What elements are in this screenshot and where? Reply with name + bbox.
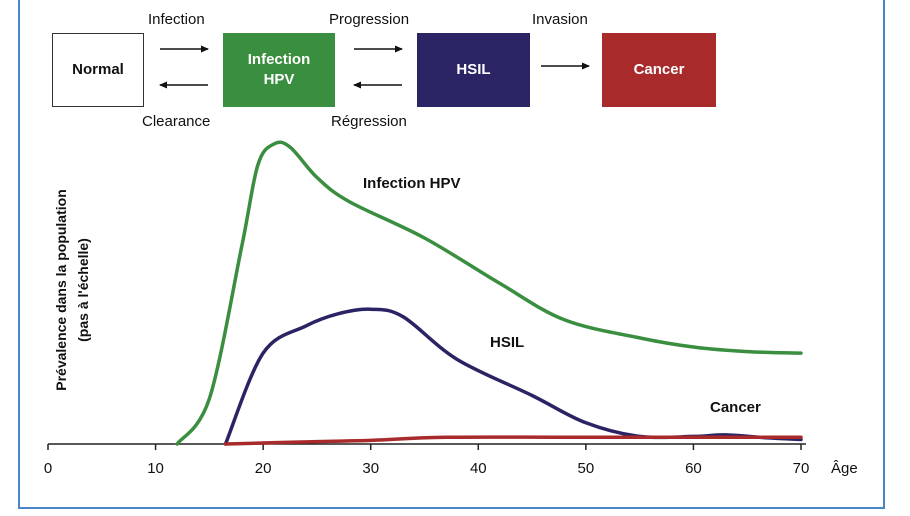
state-hsil-label: HSIL (456, 61, 491, 78)
state-hsil: HSIL (417, 33, 530, 107)
transition-infection-label: Infection (148, 11, 205, 28)
state-cancer-label: Cancer (633, 61, 685, 78)
state-normal-label: Normal (72, 61, 124, 78)
x-tick-label: 0 (44, 460, 52, 477)
transition-regression-label: Régression (331, 113, 407, 130)
state-infection-label: Infection HPV (247, 51, 311, 88)
series-label-infection-hpv: Infection HPV (363, 175, 461, 192)
x-tick-label: 50 (578, 460, 595, 477)
x-axis-label: Âge (831, 460, 858, 477)
x-tick-label: 40 (470, 460, 487, 477)
transition-clearance-label: Clearance (142, 113, 211, 130)
x-tick-label: 70 (793, 460, 810, 477)
transition-progression-label: Progression (329, 11, 410, 28)
x-tick-label: 60 (685, 460, 702, 477)
x-tick-label: 30 (362, 460, 379, 477)
state-normal: Normal (52, 33, 144, 107)
x-tick-label: 20 (255, 460, 272, 477)
series-lines (175, 140, 803, 446)
x-tick-label: 10 (147, 460, 164, 477)
series-label-hsil: HSIL (490, 334, 524, 351)
transition-invasion-label: Invasion (532, 11, 588, 28)
state-infection-hpv: Infection HPV (223, 33, 335, 107)
figure-frame (18, 0, 885, 509)
series-line-hsil (223, 307, 803, 446)
y-axis-label-line2: (pas à l'échelle) (75, 238, 91, 342)
y-axis-label: Prévalence dans la population (pas à l'é… (53, 189, 91, 391)
series-line-cancer (223, 435, 803, 446)
series-label-cancer: Cancer (710, 399, 761, 416)
x-axis-ticks: 0 10 20 30 40 50 60 70 (44, 444, 810, 477)
y-axis-label-line1: Prévalence dans la population (53, 189, 69, 391)
state-cancer: Cancer (602, 33, 716, 107)
series-line-infection-hpv (175, 140, 803, 446)
